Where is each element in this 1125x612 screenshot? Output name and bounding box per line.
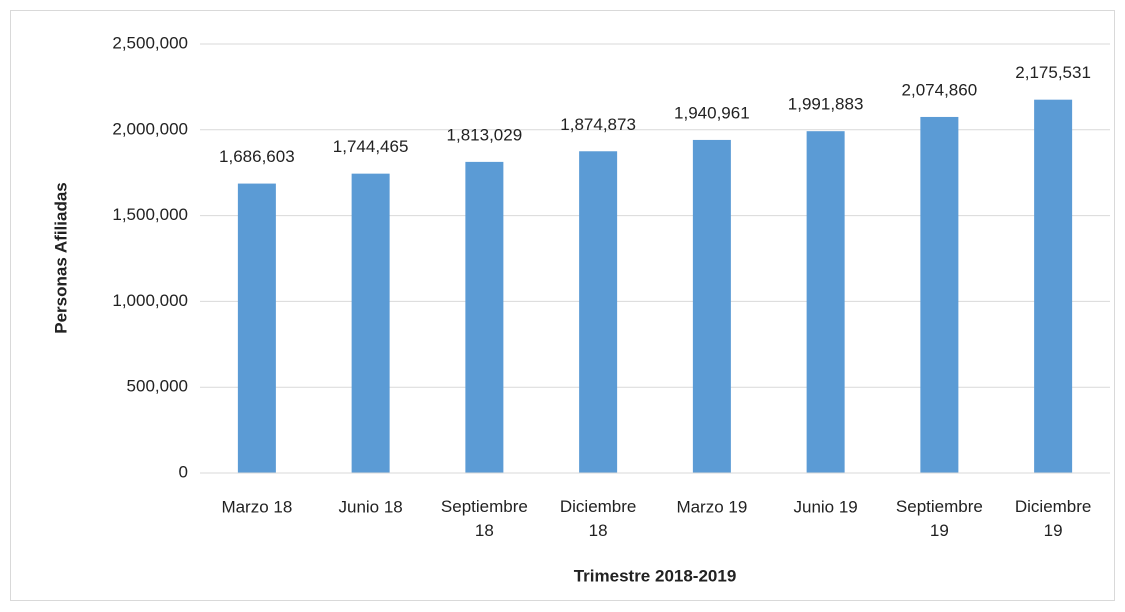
x-tick-label: Diciembre 18 [560, 497, 637, 540]
value-label: 2,074,860 [902, 80, 978, 99]
bar [806, 131, 845, 473]
y-tick-label: 1,000,000 [112, 291, 188, 310]
x-tick-label: Septiembre 18 [441, 497, 528, 540]
bar [237, 183, 276, 473]
y-tick-label: 500,000 [127, 377, 188, 396]
value-label: 1,686,603 [219, 147, 295, 166]
x-tick-label: Septiembre 19 [896, 497, 983, 540]
bar [920, 116, 959, 473]
y-tick-label: 2,500,000 [112, 33, 188, 52]
value-label: 1,874,873 [560, 115, 636, 134]
x-tick-label: Marzo 19 [676, 497, 747, 516]
value-label: 1,813,029 [447, 125, 523, 144]
y-tick-label: 1,500,000 [112, 205, 188, 224]
bar [692, 139, 731, 473]
y-tick-label: 0 [179, 462, 188, 481]
x-tick-label: Junio 18 [338, 497, 402, 516]
value-label: 1,744,465 [333, 137, 409, 156]
value-label: 1,940,961 [674, 103, 750, 122]
bar [1034, 99, 1073, 473]
x-axis-title: Trimestre 2018-2019 [574, 566, 737, 585]
y-axis-title: Personas Afiliadas [51, 182, 70, 334]
bar [351, 173, 390, 473]
value-label: 2,175,531 [1015, 63, 1091, 82]
x-tick-label: Junio 19 [793, 497, 857, 516]
y-tick-label: 2,000,000 [112, 119, 188, 138]
bar [579, 151, 618, 473]
x-tick-label: Diciembre 19 [1015, 497, 1092, 540]
bar [465, 161, 504, 473]
value-label: 1,991,883 [788, 95, 864, 114]
x-tick-label: Marzo 18 [221, 497, 292, 516]
